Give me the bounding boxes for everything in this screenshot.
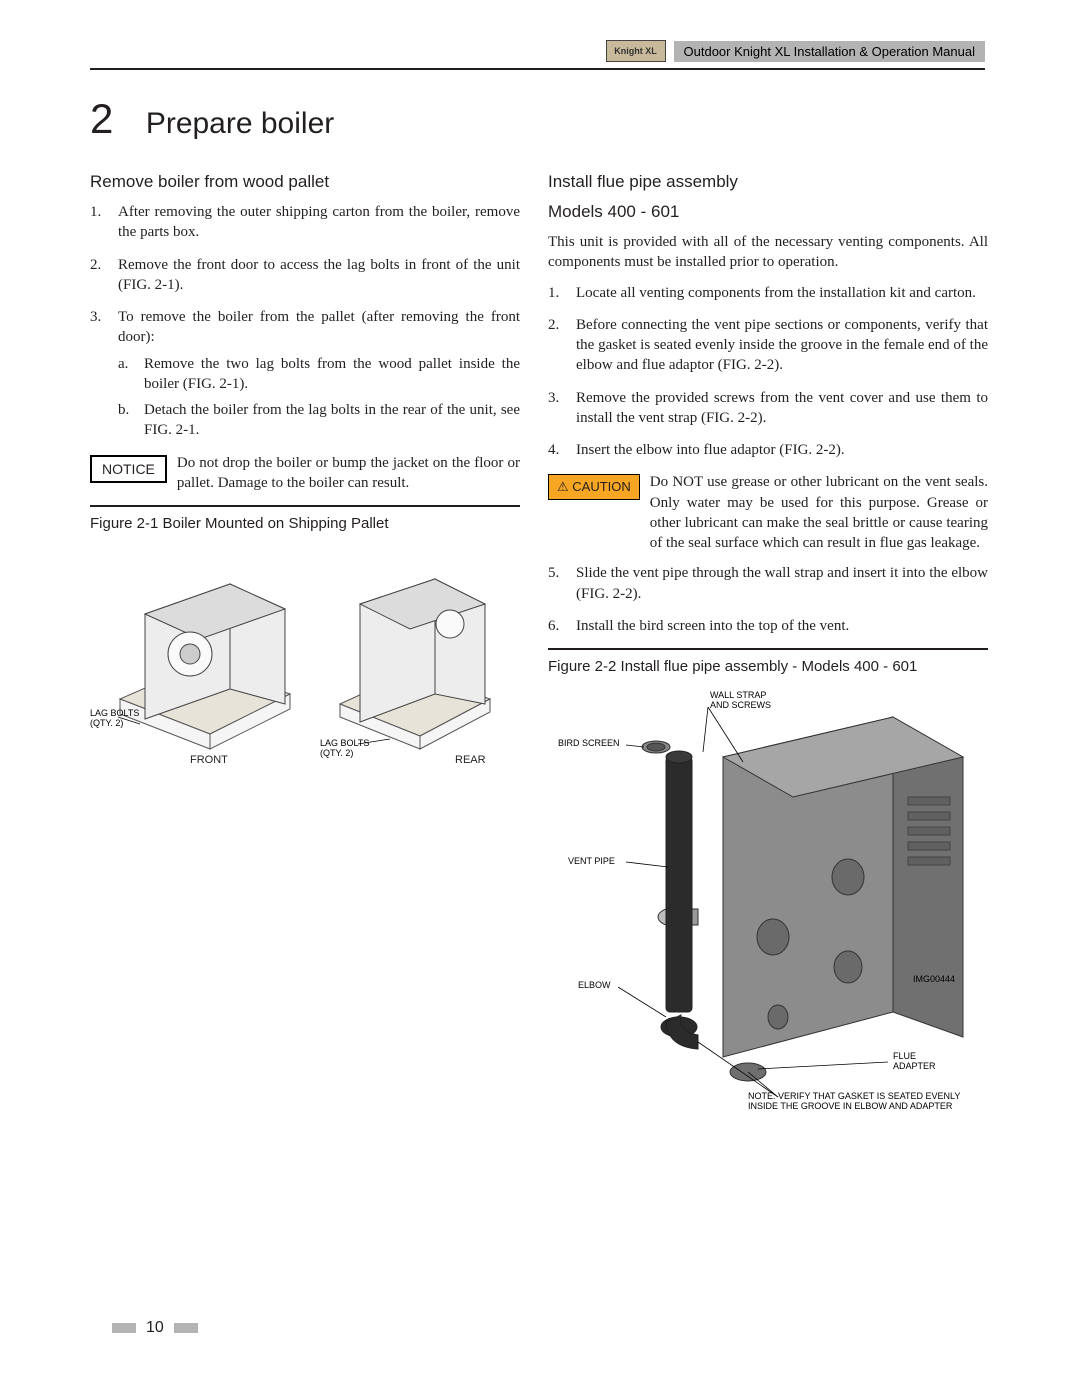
caution-block: CAUTION Do NOT use grease or other lubri…: [548, 472, 988, 553]
manual-title: Outdoor Knight XL Installation & Operati…: [674, 41, 985, 62]
content-columns: Remove boiler from wood pallet After rem…: [90, 172, 985, 1127]
left-subhead: Remove boiler from wood pallet: [90, 172, 520, 192]
right-models: Models 400 - 601: [548, 202, 988, 222]
fig22-vent-pipe: VENT PIPE: [568, 857, 615, 867]
right-step-6: Install the bird screen into the top of …: [548, 616, 988, 636]
fig22-elbow: ELBOW: [578, 981, 611, 991]
right-intro: This unit is provided with all of the ne…: [548, 232, 988, 273]
right-step-3: Remove the provided screws from the vent…: [548, 388, 988, 429]
caution-text: Do NOT use grease or other lubricant on …: [650, 472, 988, 553]
left-substeps: Remove the two lag bolts from the wood p…: [118, 354, 520, 441]
left-substep-a: Remove the two lag bolts from the wood p…: [118, 354, 520, 395]
right-step-1: Locate all venting components from the i…: [548, 283, 988, 303]
fig21-svg: [90, 544, 520, 784]
section-title: Prepare boiler: [146, 107, 334, 140]
fig21-lagbolts-front: LAG BOLTS (QTY. 2): [90, 709, 139, 729]
right-steps-2: Slide the vent pipe through the wall str…: [548, 563, 988, 636]
header-bar: Knight XL Outdoor Knight XL Installation…: [606, 40, 985, 62]
fig22-bird-screen: BIRD SCREEN: [558, 739, 620, 749]
right-subhead: Install flue pipe assembly: [548, 172, 988, 192]
fig21-caption: Figure 2-1 Boiler Mounted on Shipping Pa…: [90, 515, 520, 532]
left-step-1: After removing the outer shipping carton…: [90, 202, 520, 243]
fig21-rear-label: REAR: [455, 754, 486, 766]
fig22-imgid: IMG00444: [913, 975, 955, 985]
page-number-text: 10: [146, 1319, 164, 1337]
fig22-note: NOTE: VERIFY THAT GASKET IS SEATED EVENL…: [748, 1092, 960, 1112]
page-bar-left: [112, 1323, 136, 1333]
fig21-lagbolts-rear: LAG BOLTS (QTY. 2): [320, 739, 369, 759]
fig21-front-label: FRONT: [190, 754, 228, 766]
fig22-wall-strap: WALL STRAP AND SCREWS: [710, 691, 771, 711]
left-step-3: To remove the boiler from the pallet (af…: [90, 307, 520, 441]
page-bar-right: [174, 1323, 198, 1333]
figure-2-2: WALL STRAP AND SCREWS BIRD SCREEN VENT P…: [548, 687, 988, 1127]
left-step-2: Remove the front door to access the lag …: [90, 255, 520, 296]
section-number: 2: [90, 95, 113, 142]
divider-rule: [90, 505, 520, 507]
fig22-caption: Figure 2-2 Install flue pipe assembly - …: [548, 658, 988, 675]
figure-2-1: LAG BOLTS (QTY. 2) LAG BOLTS (QTY. 2) FR…: [90, 544, 520, 784]
notice-block: NOTICE Do not drop the boiler or bump th…: [90, 453, 520, 494]
right-step-4: Insert the elbow into flue adaptor (FIG.…: [548, 440, 988, 460]
left-substep-b: Detach the boiler from the lag bolts in …: [118, 400, 520, 441]
brand-logo: Knight XL: [606, 40, 666, 62]
left-steps: After removing the outer shipping carton…: [90, 202, 520, 441]
notice-text: Do not drop the boiler or bump the jacke…: [177, 453, 520, 494]
fig22-flue-adapter: FLUE ADAPTER: [893, 1052, 936, 1072]
divider-rule-2: [548, 648, 988, 650]
left-column: Remove boiler from wood pallet After rem…: [90, 172, 520, 1127]
right-step-2: Before connecting the vent pipe sections…: [548, 315, 988, 376]
section-heading: 2 Prepare boiler: [90, 95, 334, 143]
page-number: 10: [112, 1319, 198, 1337]
notice-badge: NOTICE: [90, 455, 167, 483]
right-column: Install flue pipe assembly Models 400 - …: [548, 172, 988, 1127]
right-steps-1: Locate all venting components from the i…: [548, 283, 988, 461]
caution-badge: CAUTION: [548, 474, 640, 500]
header-rule: [90, 68, 985, 70]
right-step-5: Slide the vent pipe through the wall str…: [548, 563, 988, 604]
